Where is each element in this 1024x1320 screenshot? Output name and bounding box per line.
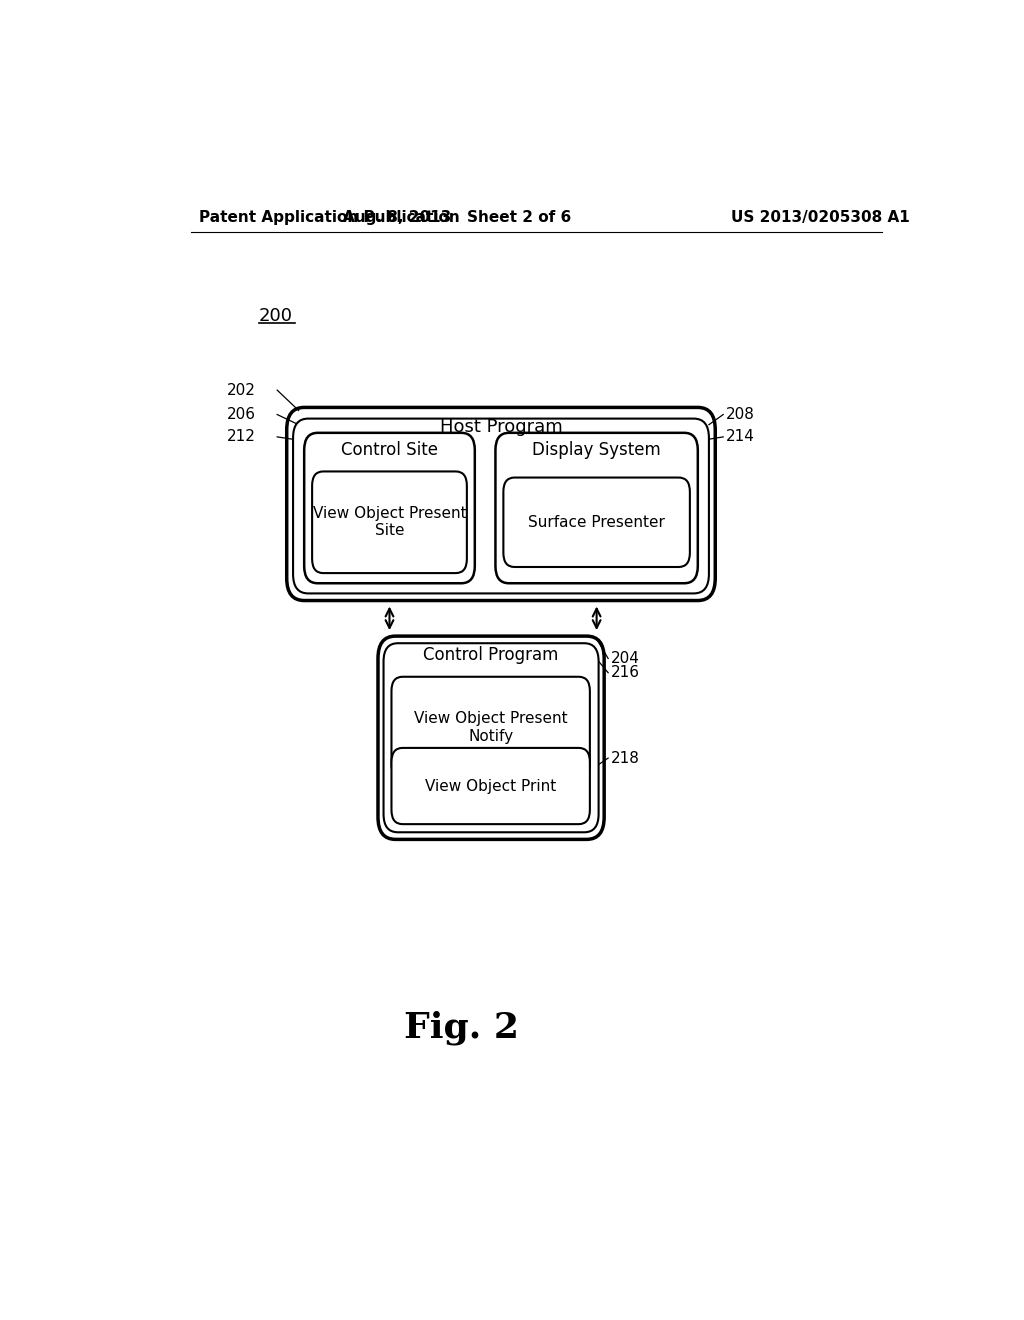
- Text: Display System: Display System: [532, 441, 662, 459]
- Text: Surface Presenter: Surface Presenter: [528, 515, 665, 529]
- Text: 202: 202: [227, 383, 256, 397]
- Text: 214: 214: [726, 429, 755, 445]
- Text: View Object Print: View Object Print: [425, 779, 556, 793]
- Text: 206: 206: [227, 407, 256, 422]
- Text: 216: 216: [610, 665, 640, 680]
- FancyBboxPatch shape: [312, 471, 467, 573]
- FancyBboxPatch shape: [384, 643, 599, 833]
- Text: Fig. 2: Fig. 2: [403, 1010, 519, 1044]
- Text: Control Program: Control Program: [423, 647, 559, 664]
- Text: 218: 218: [610, 751, 639, 766]
- Text: 200: 200: [259, 308, 293, 325]
- Text: Host Program: Host Program: [439, 417, 562, 436]
- Text: US 2013/0205308 A1: US 2013/0205308 A1: [731, 210, 910, 224]
- Text: Aug. 8, 2013   Sheet 2 of 6: Aug. 8, 2013 Sheet 2 of 6: [343, 210, 571, 224]
- FancyBboxPatch shape: [287, 408, 715, 601]
- FancyBboxPatch shape: [504, 478, 690, 568]
- FancyBboxPatch shape: [391, 748, 590, 824]
- Text: View Object Present
Notify: View Object Present Notify: [414, 711, 567, 743]
- FancyBboxPatch shape: [293, 418, 709, 594]
- Text: 208: 208: [726, 407, 755, 422]
- Text: 212: 212: [227, 429, 256, 445]
- Text: Patent Application Publication: Patent Application Publication: [200, 210, 460, 224]
- FancyBboxPatch shape: [391, 677, 590, 779]
- FancyBboxPatch shape: [304, 433, 475, 583]
- Text: 204: 204: [610, 651, 639, 667]
- Text: View Object Present
Site: View Object Present Site: [312, 506, 466, 539]
- FancyBboxPatch shape: [496, 433, 697, 583]
- Text: Control Site: Control Site: [341, 441, 438, 459]
- FancyBboxPatch shape: [378, 636, 604, 840]
